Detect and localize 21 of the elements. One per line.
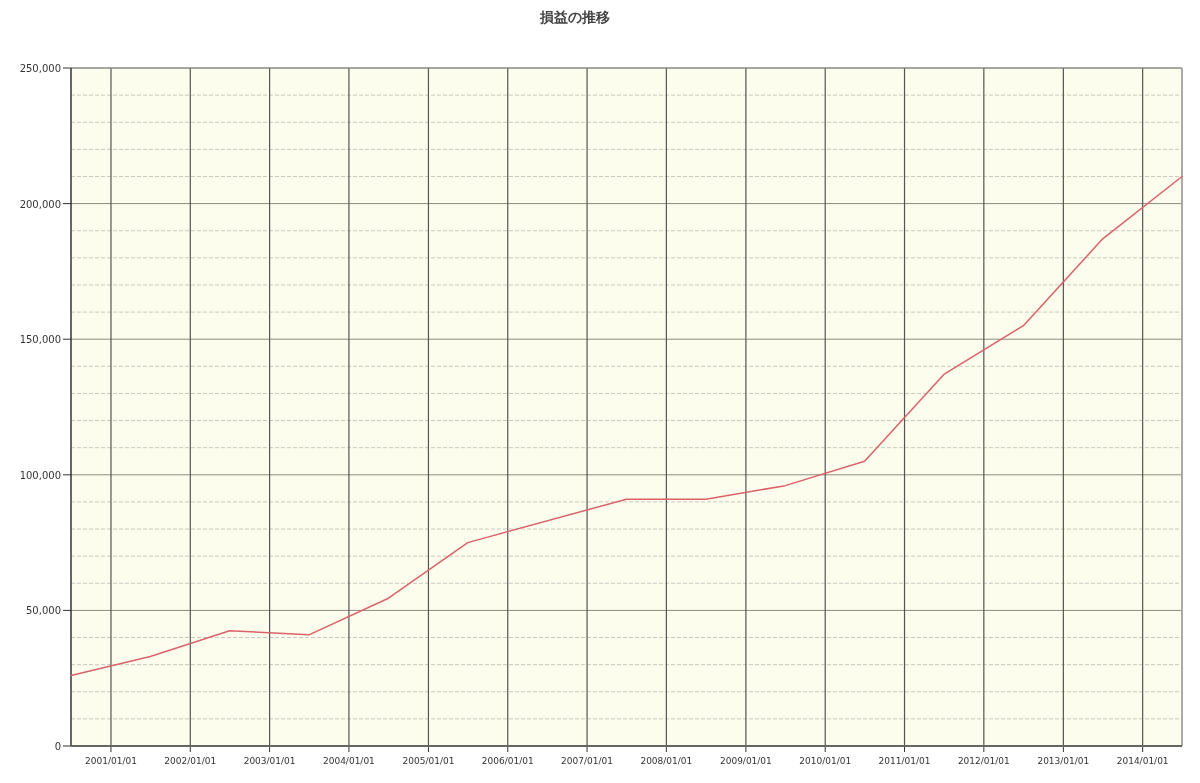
y-tick-label: 150,000 [19,334,61,346]
x-tick-label: 2005/01/01 [402,756,455,766]
x-tick-label: 2010/01/01 [799,756,852,766]
x-tick-label: 2013/01/01 [1037,756,1090,766]
y-tick-label: 0 [54,741,61,752]
x-tick-label: 2001/01/01 [85,756,137,766]
x-tick-label: 2003/01/01 [243,756,296,766]
y-tick-label: 50,000 [26,605,61,617]
x-tick-label: 2011/01/01 [878,756,931,766]
x-tick-label: 2004/01/01 [322,756,375,766]
x-tick-label: 2012/01/01 [957,756,1010,766]
chart-title: 損益の推移 [539,9,610,25]
x-tick-label: 2002/01/01 [164,756,217,766]
y-tick-label: 100,000 [19,469,61,481]
x-tick-label: 2007/01/01 [561,756,613,766]
y-tick-label: 200,000 [19,198,61,210]
x-tick-label: 2006/01/01 [481,756,534,766]
y-tick-label: 250,000 [19,63,61,74]
x-tick-label: 2008/01/01 [640,756,693,766]
x-tick-label: 2009/01/01 [719,756,772,766]
x-tick-label: 2014/01/01 [1116,756,1169,766]
